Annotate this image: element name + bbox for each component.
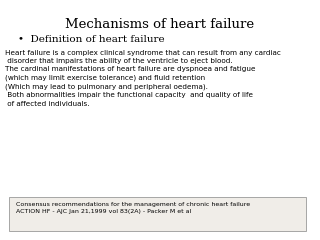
Text: Consensus recommendations for the management of chronic heart failure
ACTION HF : Consensus recommendations for the manage… [16, 202, 250, 214]
Text: Heart failure is a complex clinical syndrome that can result from any cardiac
 d: Heart failure is a complex clinical synd… [5, 50, 281, 107]
Text: Mechanisms of heart failure: Mechanisms of heart failure [65, 18, 255, 31]
FancyBboxPatch shape [9, 197, 306, 231]
Text: •  Definition of heart failure: • Definition of heart failure [18, 35, 164, 44]
